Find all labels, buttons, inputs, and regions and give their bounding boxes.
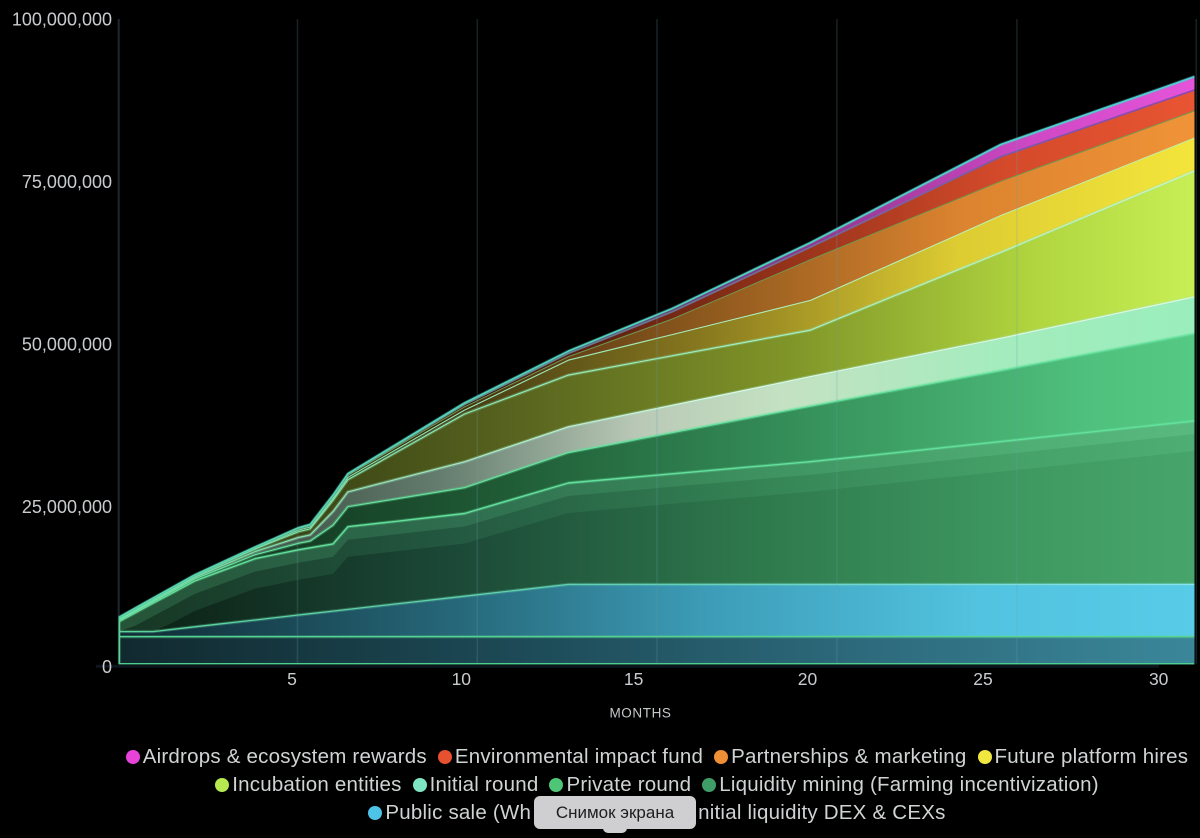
svg-text:5: 5 bbox=[287, 669, 297, 689]
svg-text:100,000,000: 100,000,000 bbox=[12, 9, 112, 29]
svg-text:50,000,000: 50,000,000 bbox=[22, 334, 112, 354]
svg-text:25,000,000: 25,000,000 bbox=[22, 497, 112, 517]
svg-text:0: 0 bbox=[102, 657, 112, 677]
svg-text:75,000,000: 75,000,000 bbox=[22, 172, 112, 192]
svg-text:30: 30 bbox=[1149, 669, 1169, 689]
svg-text:10: 10 bbox=[452, 669, 472, 689]
svg-text:20: 20 bbox=[798, 669, 818, 689]
svg-text:15: 15 bbox=[624, 669, 643, 689]
svg-text:25: 25 bbox=[973, 669, 992, 689]
svg-text:MONTHS: MONTHS bbox=[609, 706, 671, 721]
